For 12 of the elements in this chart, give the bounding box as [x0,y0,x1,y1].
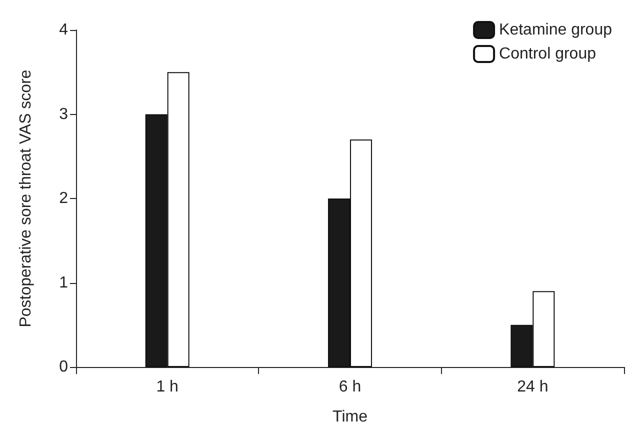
y-tick-label: 1 [59,274,68,292]
y-tick-label: 3 [59,106,68,123]
legend-label: Control group [499,46,596,62]
x-tick-label: 24 h [517,378,548,396]
x-tick-label: 6 h [338,378,362,396]
legend-label: Ketamine group [499,22,612,38]
y-tick-label: 2 [59,190,68,207]
y-tick-label: 0 [59,358,68,376]
x-axis-title: Time [332,408,368,426]
x-tick-label: 1 h [156,378,178,396]
y-axis-title: Postoperative sore throat VAS score [18,70,34,328]
y-tick-label: 4 [59,22,68,38]
